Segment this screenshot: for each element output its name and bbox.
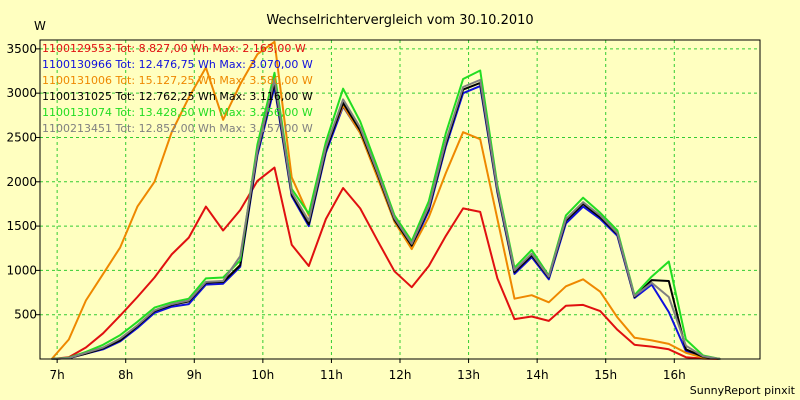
y-tick-label: 2500 — [6, 130, 37, 144]
y-tick-label: 500 — [14, 308, 37, 322]
x-tick-label: 14h — [526, 368, 549, 382]
x-tick-label: 16h — [663, 368, 686, 382]
footer-credit: SunnyReport pinxit — [690, 384, 796, 397]
y-tick-label: 3000 — [6, 86, 37, 100]
y-tick-label: 2000 — [6, 175, 37, 189]
x-tick-label: 15h — [594, 368, 617, 382]
x-tick-label: 11h — [320, 368, 343, 382]
series-line-1100129553 — [51, 166, 721, 360]
legend-entry-1100130966: 1100130966 Tot: 12.476,75 Wh Max: 3.070,… — [42, 58, 313, 71]
x-tick-label: 9h — [187, 368, 202, 382]
grid-lines — [40, 40, 760, 359]
x-tick-label: 10h — [251, 368, 274, 382]
legend-entry-1100131025: 1100131025 Tot: 12.762,25 Wh Max: 3.116,… — [42, 90, 313, 103]
x-tick-label: 12h — [389, 368, 412, 382]
y-tick-label: 1500 — [6, 219, 37, 233]
y-tick-label: 1000 — [6, 263, 37, 277]
legend-entry-1100131006: 1100131006 Tot: 15.127,25 Wh Max: 3.580,… — [42, 74, 313, 87]
y-tick-label: 3500 — [6, 42, 37, 56]
legend: 1100129553 Tot: 8.827,00 Wh Max: 2.163,0… — [42, 42, 313, 135]
x-tick-label: 8h — [118, 368, 133, 382]
series-line-1100213451 — [51, 78, 721, 360]
legend-entry-1100213451: 1100213451 Tot: 12.852,00 Wh Max: 3.157,… — [42, 122, 313, 135]
x-tick-label: 7h — [50, 368, 65, 382]
chart-title: Wechselrichtervergleich vom 30.10.2010 — [266, 13, 533, 28]
series-line-1100131074 — [51, 69, 721, 360]
legend-entry-1100129553: 1100129553 Tot: 8.827,00 Wh Max: 2.163,0… — [42, 42, 306, 55]
legend-entry-1100131074: 1100131074 Tot: 13.428,50 Wh Max: 3.256,… — [42, 106, 313, 119]
series-lines — [50, 40, 721, 360]
x-tick-label: 13h — [457, 368, 480, 382]
y-axis-label: W — [34, 19, 46, 33]
axis-ticks: 500 1000 1500 2000 2500 3000 3500 7h 8h 9h 10h 11h 1… — [6, 42, 685, 382]
